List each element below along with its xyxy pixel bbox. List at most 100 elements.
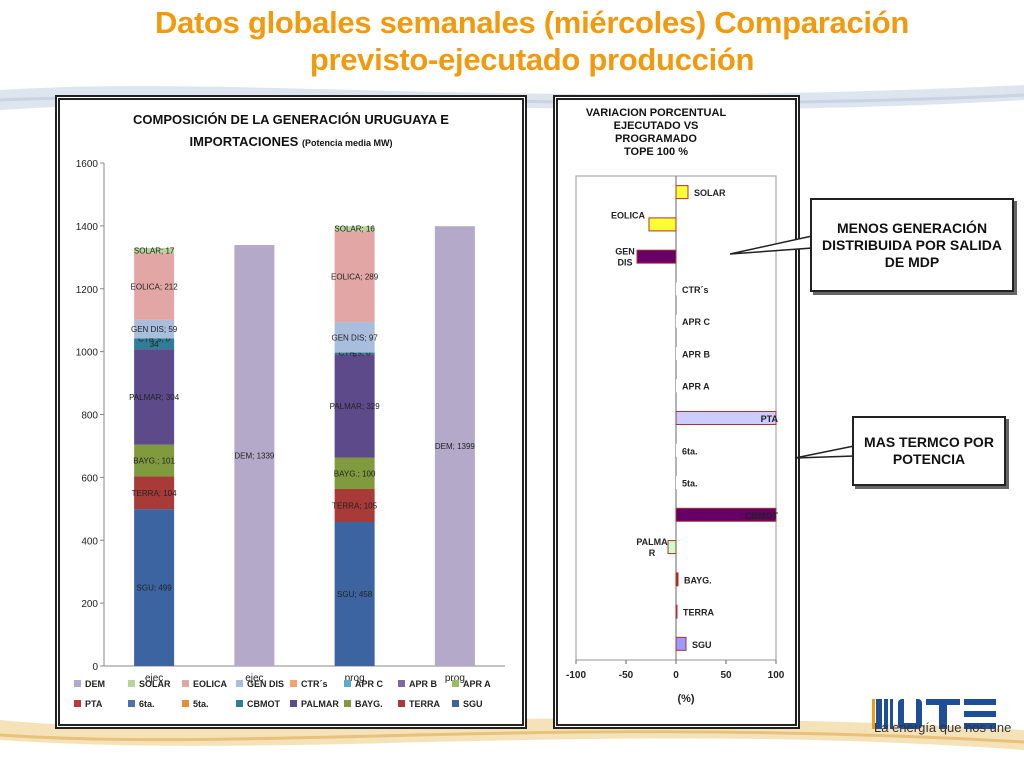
stacked-bar-chart: COMPOSICIÓN DE LA GENERACIÓN URUGUAYA E I… [74,112,505,709]
data-label: GEN DIS; 97 [332,333,379,342]
page-title-line2: previsto-ejecutado producción [309,42,755,77]
data-label: TERRA; 105 [332,502,377,511]
category-label: GEN [615,247,635,257]
x-tick-label: 0 [673,670,679,681]
variation-bar [676,282,677,296]
variation-bar [676,346,677,360]
legend-entry: PALMAR [301,699,339,709]
variation-bar [675,185,689,200]
legend-entry: BAYG. [355,699,383,709]
legend-entry: CTR´s [301,679,328,689]
data-label: DEM; 1339 [234,452,275,461]
legend-swatch [344,680,351,687]
bar-segment [334,522,375,666]
variation-bar [667,540,677,555]
legend-swatch [74,680,81,687]
y-tick-label: 200 [81,599,98,610]
chart-title-line: TOPE 100 % [624,146,688,158]
data-label: CTR´s; 0 [339,349,372,358]
chart-title-line: VARIACION PORCENTUAL [586,107,727,119]
bar-segment [134,444,175,477]
category-label: CBMOT [745,511,778,521]
callout-text-1: MENOS GENERACIÓN DISTRIBUIDA POR SALIDA … [822,219,1002,270]
chart-title-line2-main: IMPORTACIONES [190,134,302,149]
data-label: PALMAR; 304 [129,393,180,402]
data-label: DEM; 1399 [435,442,476,451]
category-label: APR A [682,382,710,392]
category-label-cont: R [649,548,656,558]
data-label: BAYG.; 101 [133,457,175,466]
legend-swatch [452,680,459,687]
bar-segment [134,349,175,445]
logo-slogan: La energía que nos une [874,720,1012,735]
bar-segment [334,226,375,232]
legend-entry: APR A [463,679,491,689]
bar-segment [334,231,375,323]
x-tick-label: ejec [145,673,163,684]
category-label-cont: DIS [617,258,632,268]
page-title-line1: Datos globales semanales (miércoles) Com… [155,5,909,40]
x-tick-label: 100 [768,670,785,681]
category-label: SGU [692,640,712,650]
bar-segment [134,319,175,339]
chart-title-line: EJECUTADO VS [614,120,699,132]
legend-entry: GEN DIS [247,679,284,689]
data-label: CTR´s; 0 [138,334,171,343]
footer-swoosh [0,718,1024,750]
x-tick-label: ejec [245,673,263,684]
data-label: 5 [352,349,357,358]
legend-swatch [290,680,297,687]
data-label: PALMAR; 329 [330,402,381,411]
legend-swatch [182,680,189,687]
variation-bar [675,636,687,651]
y-tick-label: 800 [81,411,98,422]
callout-text-2: MAS TERMCO POR POTENCIA [864,434,994,467]
data-label: GEN DIS; 59 [131,325,178,334]
legend-entry: SOLAR [139,679,171,689]
variation-bar [676,379,677,393]
data-label: TERRA; 104 [132,489,177,498]
x-axis-label: (%) [677,693,694,705]
callout-less-distributed-generation: MENOS GENERACIÓN DISTRIBUIDA POR SALIDA … [810,198,1014,292]
category-label: APR C [682,317,711,327]
legend-swatch [74,700,81,707]
legend-entry: CBMOT [247,699,280,709]
bar-segment [234,245,275,666]
category-label: CTR´s [682,285,709,295]
x-tick-label: -50 [619,670,634,681]
chart-title-line1: COMPOSICIÓN DE LA GENERACIÓN URUGUAYA E [133,112,449,127]
legend-entry: PTA [85,699,103,709]
bar-segment [134,247,175,254]
bar-segment [134,509,175,666]
legend-entry: DEM [85,679,105,689]
bar-segment [334,457,375,490]
variation-bar [675,572,679,587]
category-label: 6ta. [682,446,698,456]
legend-entry: EOLICA [193,679,228,689]
legend-swatch [182,700,189,707]
legend-entry: APR C [355,679,384,689]
legend-entry: 6ta. [139,699,155,709]
variation-bar [675,604,678,619]
y-tick-label: 1000 [76,348,99,359]
legend-swatch [290,700,297,707]
legend-entry: TERRA [409,699,440,709]
category-label: PALMA [636,537,668,547]
data-label: 34 [150,340,159,349]
data-label: EOLICA; 289 [331,273,379,282]
category-label: 5ta. [682,479,698,489]
variation-bar [676,476,677,490]
x-tick-label: prog [445,673,465,684]
legend-swatch [398,700,405,707]
legend-swatch [128,700,135,707]
category-label: PTA [761,414,779,424]
legend-swatch [236,700,243,707]
chart-subtitle: (Potencia media MW) [302,138,393,148]
category-label: SOLAR [694,188,726,198]
data-label: SGU; 458 [337,590,373,599]
y-tick-label: 600 [81,473,98,484]
callout-more-thermal: MAS TERMCO POR POTENCIA [852,416,1006,486]
chart-title-line2: IMPORTACIONES (Potencia media MW) [190,134,393,149]
variation-bar [675,411,777,425]
